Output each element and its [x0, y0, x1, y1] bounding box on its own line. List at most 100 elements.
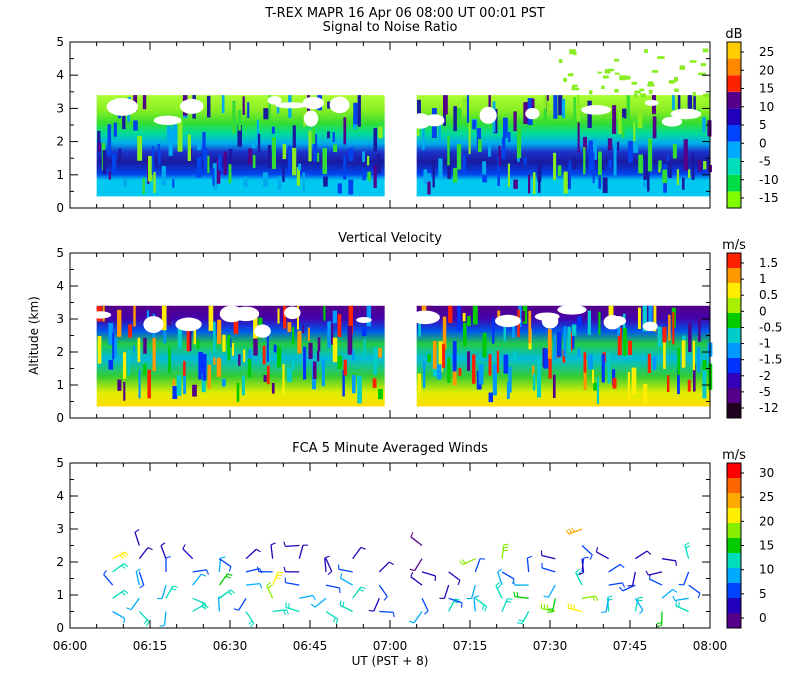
heatmap-cell: [548, 350, 552, 379]
heatmap-cell: [658, 160, 662, 169]
wind-barb: [157, 584, 167, 600]
heatmap-cell: [681, 340, 686, 368]
heatmap-cell: [672, 144, 677, 159]
y-axis-label: Altitude (km): [27, 296, 41, 375]
heatmap-cell: [348, 305, 353, 335]
heatmap-cell: [492, 317, 495, 344]
wind-barb: [688, 584, 701, 599]
heatmap-cell: [657, 326, 662, 348]
heatmap-cell: [113, 122, 117, 137]
heatmap-cell: [153, 172, 156, 193]
heatmap-cell: [703, 161, 707, 170]
heatmap-cell: [447, 357, 451, 383]
heatmap-cell: [666, 375, 670, 393]
heatmap-cell: [558, 95, 563, 116]
heatmap-cell: [143, 363, 147, 376]
wind-panel: FCA 5 Minute Averaged Winds 0 1 2 3 4 5 m/s 0 5 10…: [56, 441, 774, 635]
wind-barb: [606, 595, 613, 612]
heatmap-cell: [212, 168, 215, 186]
heatmap-cell: [311, 127, 316, 144]
heatmap-cell: [266, 365, 270, 385]
heatmap-cell: [702, 370, 707, 399]
heatmap-cell: [317, 337, 321, 352]
wind-barb: [501, 598, 513, 612]
heatmap-cell: [468, 122, 471, 155]
heatmap-cell: [186, 322, 190, 352]
heatmap-cell: [97, 130, 101, 153]
heatmap-cell: [127, 349, 130, 376]
heatmap-cell: [608, 159, 612, 168]
heatmap-cell: [296, 305, 299, 330]
heatmap-cell: [128, 324, 132, 338]
heatmap-cell: [693, 364, 696, 392]
wind-barb: [218, 589, 235, 599]
heatmap-cell: [273, 344, 277, 353]
colorbar-tick-label: 20: [759, 514, 774, 528]
heatmap-cell: [287, 145, 292, 174]
heatmap-cell: [323, 176, 328, 187]
heatmap-cell: [707, 120, 712, 137]
heatmap-cell: [177, 322, 183, 349]
heatmap-cell: [417, 99, 421, 125]
noise-speck: [608, 68, 615, 72]
wind-barb: [325, 584, 341, 594]
colorbar-tick-label: 5: [759, 118, 767, 132]
heatmap-cell: [456, 144, 462, 170]
wind-barb: [138, 571, 145, 589]
wind-barb: [112, 551, 129, 560]
heatmap-cell: [647, 167, 650, 192]
heatmap-cell: [207, 155, 210, 174]
heatmap-cell: [193, 327, 197, 345]
heatmap-cell: [361, 327, 367, 336]
heatmap-cell: [112, 332, 115, 360]
heatmap-cell: [243, 349, 246, 362]
missing-data-gap: [302, 96, 324, 110]
wind-barb: [526, 555, 533, 572]
heatmap-cell: [668, 314, 671, 341]
missing-data-gap: [267, 96, 282, 105]
colorbar-tick-label: -2: [759, 369, 771, 383]
y-tick-label: 3: [56, 101, 64, 115]
wind-barb: [285, 602, 300, 613]
heatmap-cell: [677, 348, 681, 376]
heatmap-cell: [143, 337, 147, 354]
heatmap-cell: [607, 352, 611, 384]
x-tick-label: 08:00: [693, 639, 728, 653]
heatmap-cell: [563, 326, 567, 357]
heatmap-cell: [363, 339, 366, 358]
heatmap-cell: [168, 347, 171, 374]
wind-barb: [581, 595, 599, 602]
heatmap-cell: [327, 131, 330, 139]
heatmap-cell: [353, 102, 358, 125]
heatmap-cell: [201, 373, 206, 393]
heatmap-cell: [266, 330, 269, 362]
y-tick-label: 4: [56, 489, 64, 503]
heatmap-cell: [183, 363, 187, 395]
heatmap-cell: [596, 376, 600, 405]
heatmap-cell: [231, 343, 235, 356]
noise-speck: [563, 77, 567, 82]
heatmap-cell: [97, 336, 102, 364]
heatmap-cell: [628, 140, 633, 163]
heatmap-cell: [418, 312, 421, 337]
wind-barb: [283, 566, 300, 573]
heatmap-cell: [557, 165, 562, 176]
heatmap-cell: [512, 319, 515, 338]
noise-speck: [614, 72, 620, 75]
heatmap-cell: [348, 179, 354, 195]
heatmap-cell: [373, 347, 378, 375]
heatmap-cell: [347, 325, 353, 355]
heatmap-field: [96, 48, 712, 197]
heatmap-cell: [108, 359, 114, 370]
heatmap-cell: [337, 314, 342, 337]
heatmap-cell: [248, 348, 252, 359]
y-tick-label: 2: [56, 135, 64, 149]
heatmap-cell: [332, 337, 338, 363]
heatmap-cell: [207, 364, 212, 389]
heatmap-cell: [192, 384, 197, 397]
wind-barb: [112, 589, 129, 599]
noise-speck: [571, 86, 576, 91]
noise-speck: [647, 81, 654, 85]
wind-barb: [325, 558, 333, 576]
heatmap-cell: [697, 346, 700, 373]
